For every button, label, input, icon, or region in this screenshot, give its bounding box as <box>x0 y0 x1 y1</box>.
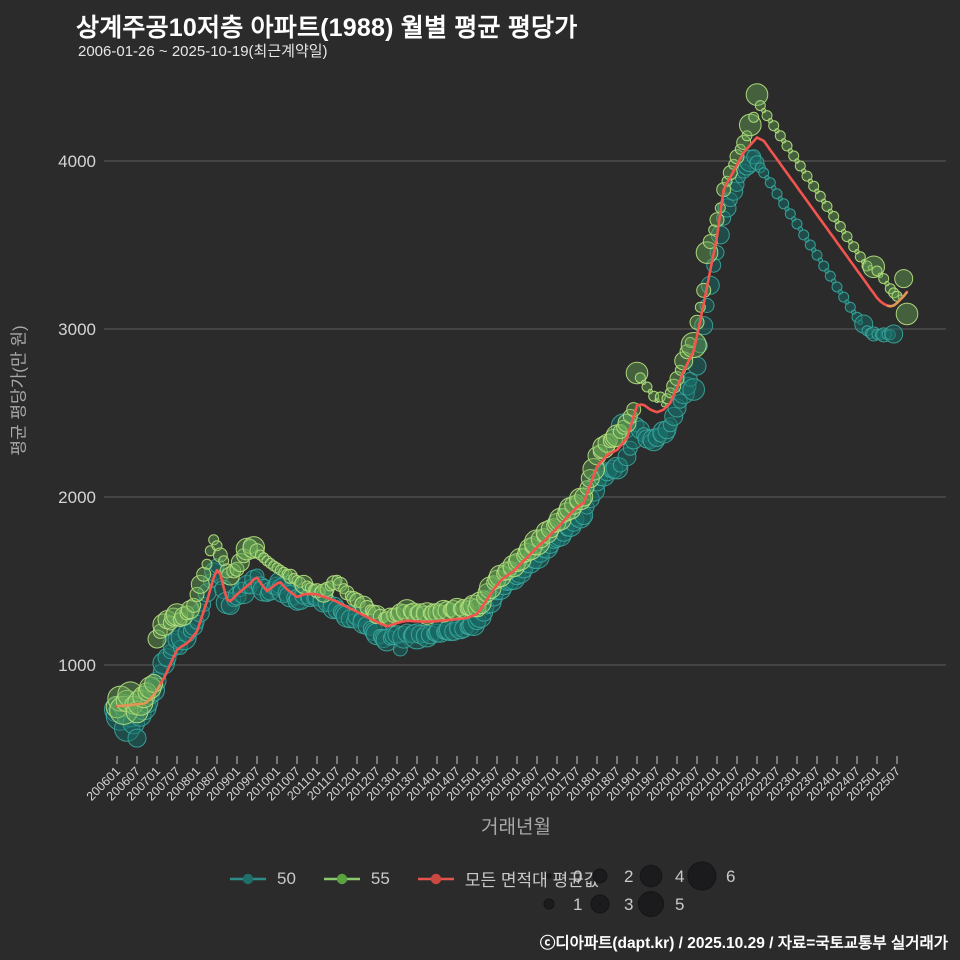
scatter-point-55[interactable] <box>509 547 532 571</box>
credit-footer: ⓒ디아파트(dapt.kr) / 2025.10.29 / 자료=국토교통부 실… <box>539 935 948 952</box>
scatter-point-55[interactable] <box>282 568 298 584</box>
scatter-point-55[interactable] <box>654 391 666 403</box>
scatter-point-55[interactable] <box>190 574 210 594</box>
legend-label: 모든 면적대 평균값 <box>464 871 600 890</box>
legend-marker-dot <box>336 873 348 884</box>
legend-item-55[interactable]: 55 <box>322 869 390 889</box>
scatter-point-50[interactable] <box>778 198 790 210</box>
size-legend-label: 6 <box>726 867 735 886</box>
legend-marker-icon <box>323 873 360 884</box>
size-legend-dot <box>687 861 717 891</box>
average-line-end <box>886 291 908 308</box>
size-legend-dot <box>590 894 610 914</box>
scatter-point-55[interactable] <box>709 212 725 228</box>
scatter-point-55[interactable] <box>229 561 245 577</box>
size-legend-label: 3 <box>624 895 633 914</box>
size-legend-dot <box>638 891 664 917</box>
scatter-point-55[interactable] <box>794 160 806 172</box>
size-legend: 0 2 4 6 1 3 5 <box>543 861 735 917</box>
size-legend-dot <box>543 898 555 910</box>
size-legend-dot <box>546 873 552 879</box>
y-tick-label: 3000 <box>58 320 96 339</box>
y-axis-title: 평균 평당가(만 원) <box>9 325 29 456</box>
legend-label: 50 <box>277 868 296 888</box>
average-line <box>115 136 909 708</box>
legend-marker-icon <box>417 873 454 884</box>
scatter-point-55[interactable] <box>415 602 439 625</box>
size-legend-label: 5 <box>675 895 684 914</box>
legend-item-50[interactable]: 50 <box>228 869 296 889</box>
legend-marker-dot <box>430 873 442 884</box>
scatter-point-50[interactable] <box>884 324 904 344</box>
legend-item-모든 면적대 평균값[interactable]: 모든 면적대 평균값 <box>416 866 600 891</box>
scatter-point-55[interactable] <box>201 558 213 570</box>
scatter-point-55[interactable] <box>218 555 230 567</box>
scatter-point-50[interactable] <box>798 229 810 241</box>
size-legend-label: 2 <box>624 867 633 886</box>
page-title: 상계주공10저층 아파트(1988) 월별 평균 평당가 <box>76 14 578 42</box>
size-legend-label: 4 <box>675 867 684 886</box>
size-legend-dot <box>639 864 663 888</box>
scatter-point-50[interactable] <box>682 378 706 401</box>
scatter-point-55[interactable] <box>748 111 760 123</box>
scatter-point-55[interactable] <box>736 135 752 150</box>
y-tick-label: 4000 <box>58 152 96 171</box>
average-line-start <box>116 683 162 708</box>
scatter-point-55[interactable] <box>761 110 773 122</box>
scatter-point-55[interactable] <box>745 83 769 106</box>
scatter-point-55[interactable] <box>242 536 265 559</box>
scatter-point-55[interactable] <box>895 302 919 326</box>
scatter-point-55[interactable] <box>235 537 259 561</box>
scatter-point-50[interactable] <box>784 208 796 220</box>
scatter-point-55[interactable] <box>894 269 914 289</box>
scatter-point-55[interactable] <box>768 120 780 132</box>
y-tick-label: 1000 <box>58 656 96 675</box>
x-axis-title: 거래년월 <box>481 817 551 838</box>
scatter-point-55[interactable] <box>867 265 873 271</box>
scatter-point-55[interactable] <box>230 553 250 572</box>
scatter-point-55[interactable] <box>208 534 220 546</box>
scatter-point-50[interactable] <box>127 728 147 748</box>
scatter-point-50[interactable] <box>764 177 776 189</box>
legend-label: 55 <box>370 868 390 888</box>
scatter-point-55[interactable] <box>625 361 649 385</box>
scatter-point-55[interactable] <box>828 210 840 222</box>
size-legend-label: 1 <box>573 895 582 914</box>
scatter-point-55[interactable] <box>801 170 813 182</box>
legend-marker-icon <box>230 873 266 884</box>
page-subtitle: 2006-01-26 ~ 2025-10-19(최근계약일) <box>78 43 328 60</box>
scatter-point-55[interactable] <box>125 700 149 724</box>
size-legend-label: 0 <box>573 867 582 886</box>
scatter-point-55[interactable] <box>147 629 167 649</box>
legend-marker-dot <box>242 873 254 884</box>
scatter-point-55[interactable] <box>212 547 228 563</box>
y-tick-label: 2000 <box>58 488 96 507</box>
scatter-point-55[interactable] <box>186 597 202 613</box>
series-legend: 50 55 모든 면적대 평균값 <box>228 866 599 891</box>
size-legend-dot <box>592 868 608 884</box>
scatter-point-55[interactable] <box>834 221 846 232</box>
